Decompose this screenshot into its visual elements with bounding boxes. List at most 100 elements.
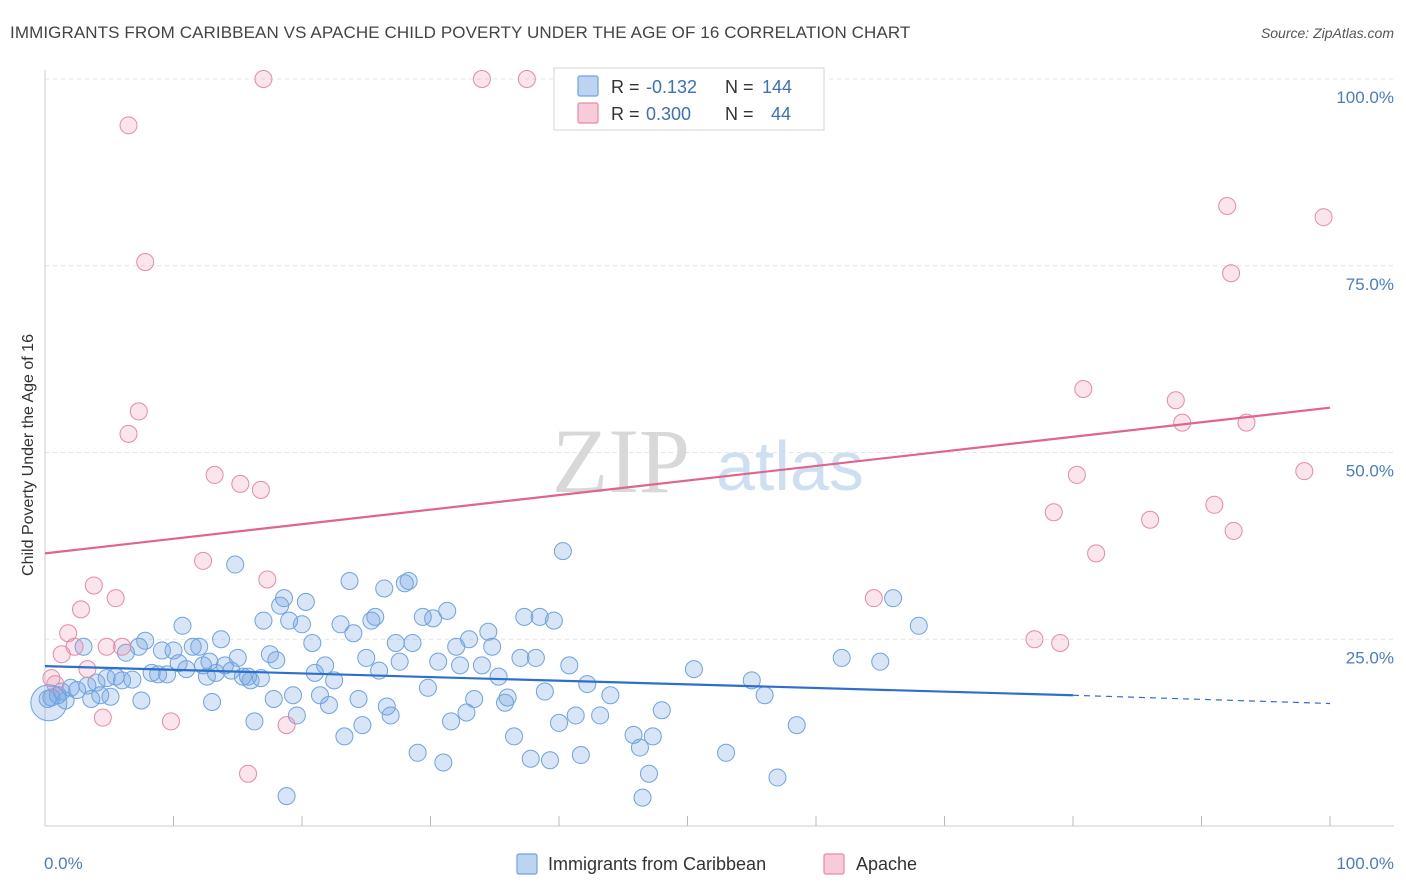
point-caribbean — [591, 706, 610, 725]
point-caribbean — [424, 609, 443, 628]
point-caribbean — [418, 678, 437, 697]
point-caribbean — [366, 607, 385, 626]
watermark: ZIP atlas — [552, 410, 864, 512]
point-apache — [277, 716, 296, 735]
point-apache — [251, 480, 270, 499]
trend-line-caribbean-extension — [1072, 694, 1331, 705]
point-caribbean — [601, 686, 620, 705]
point-caribbean — [136, 631, 155, 650]
legend-label-apache: Apache — [856, 854, 917, 874]
stats-n-label-caribbean: N = — [725, 77, 754, 97]
point-apache — [1044, 503, 1063, 522]
point-caribbean — [101, 687, 120, 706]
point-caribbean — [560, 656, 579, 675]
point-caribbean — [742, 671, 761, 690]
point-caribbean — [544, 611, 563, 630]
point-caribbean — [535, 682, 554, 701]
point-caribbean — [438, 601, 457, 620]
point-apache — [161, 712, 180, 731]
point-caribbean — [264, 690, 283, 709]
x-tick-marks — [173, 816, 1331, 826]
point-caribbean — [550, 713, 568, 732]
point-caribbean — [183, 637, 202, 656]
stats-n-value-apache: 44 — [771, 104, 791, 124]
point-caribbean — [403, 633, 422, 652]
point-caribbean — [652, 701, 671, 720]
y-tick-label: 50.0% — [1346, 462, 1394, 481]
point-caribbean — [310, 686, 329, 705]
point-caribbean — [331, 615, 350, 634]
point-caribbean — [571, 746, 590, 765]
legend: Immigrants from Caribbean Apache — [516, 853, 917, 875]
point-caribbean — [296, 592, 315, 611]
point-apache — [113, 637, 132, 656]
point-caribbean — [293, 615, 311, 634]
point-caribbean — [386, 633, 405, 652]
point-caribbean — [190, 637, 209, 656]
point-caribbean — [787, 716, 806, 735]
point-apache — [1087, 544, 1106, 563]
trend-line-caribbean — [44, 665, 1074, 697]
point-apache — [65, 637, 84, 656]
point-caribbean — [530, 607, 549, 626]
point-caribbean — [505, 727, 524, 746]
point-apache — [1295, 462, 1314, 481]
point-apache — [239, 764, 258, 783]
point-caribbean — [206, 663, 225, 682]
point-caribbean — [578, 675, 597, 694]
point-apache — [1173, 413, 1192, 432]
point-caribbean — [275, 589, 294, 608]
stats-n-label-apache: N = — [725, 104, 754, 124]
point-caribbean — [97, 669, 116, 688]
point-caribbean — [511, 648, 530, 667]
point-caribbean — [377, 697, 396, 716]
legend-swatch-apache — [823, 853, 845, 875]
point-caribbean — [381, 706, 400, 725]
point-caribbean — [909, 616, 928, 635]
stats-swatch-apache — [577, 102, 599, 124]
point-caribbean — [353, 716, 372, 735]
point-caribbean — [451, 656, 470, 675]
point-caribbean — [267, 651, 286, 670]
stats-r-label-caribbean: R = — [611, 77, 640, 97]
point-caribbean — [254, 611, 273, 630]
point-apache — [205, 465, 224, 484]
point-apache — [1141, 510, 1160, 529]
point-caribbean — [30, 684, 68, 722]
y-tick-label: 25.0% — [1346, 648, 1394, 667]
stats-r-label-apache: R = — [611, 104, 640, 124]
point-caribbean — [434, 753, 453, 772]
y-tick-label: 75.0% — [1346, 275, 1394, 294]
point-caribbean — [643, 727, 662, 746]
point-caribbean — [226, 555, 245, 574]
point-apache — [1067, 465, 1086, 484]
stats-r-value-caribbean: -0.132 — [646, 77, 697, 97]
point-caribbean — [871, 652, 890, 671]
legend-swatch-caribbean — [516, 853, 538, 875]
point-apache — [1051, 633, 1070, 652]
point-apache — [1074, 380, 1093, 399]
stats-box-frame — [553, 67, 825, 131]
stats-n-value-caribbean: 144 — [762, 77, 792, 97]
point-caribbean — [344, 624, 363, 643]
point-apache — [78, 660, 97, 679]
point-caribbean — [496, 693, 515, 712]
y-axis-label: Child Poverty Under the Age of 16 — [20, 334, 37, 576]
point-caribbean — [553, 542, 572, 561]
point-caribbean — [203, 692, 222, 711]
point-apache — [1314, 208, 1333, 227]
trend-line-apache — [44, 406, 1331, 555]
point-caribbean — [630, 738, 649, 757]
point-caribbean — [173, 616, 192, 635]
point-caribbean — [228, 648, 247, 667]
point-caribbean — [319, 695, 338, 714]
point-caribbean — [521, 749, 540, 768]
point-caribbean — [832, 648, 851, 667]
point-caribbean — [284, 686, 303, 705]
point-apache — [254, 70, 273, 88]
point-caribbean — [340, 571, 359, 590]
x-tick-label-min: 0.0% — [44, 854, 83, 873]
watermark-atlas: atlas — [716, 427, 864, 505]
point-caribbean — [399, 571, 418, 590]
point-apache — [1222, 264, 1241, 283]
